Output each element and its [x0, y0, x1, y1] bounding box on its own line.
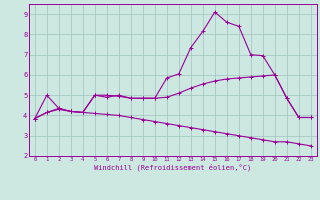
X-axis label: Windchill (Refroidissement éolien,°C): Windchill (Refroidissement éolien,°C) — [94, 164, 252, 171]
